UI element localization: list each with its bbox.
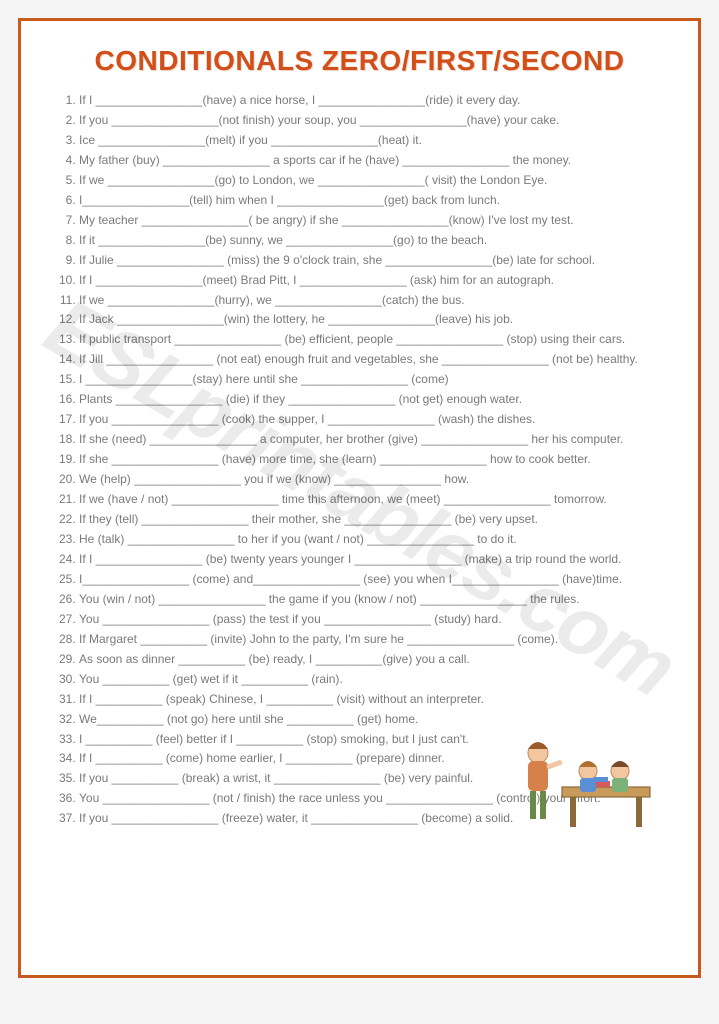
exercise-item: I ________________(stay) here until she …: [79, 370, 670, 389]
exercise-item: Plants ________________ (die) if they __…: [79, 390, 670, 409]
exercise-item: If Margaret __________ (invite) John to …: [79, 630, 670, 649]
exercise-item: If we (have / not) ________________ time…: [79, 490, 670, 509]
exercise-item: If public transport ________________ (be…: [79, 330, 670, 349]
exercise-item: I________________(tell) him when I _____…: [79, 191, 670, 210]
exercise-item: If I ________________(have) a nice horse…: [79, 91, 670, 110]
exercise-item: If she ________________ (have) more time…: [79, 450, 670, 469]
exercise-item: I________________ (come) and____________…: [79, 570, 670, 589]
exercise-item: If we ________________(go) to London, we…: [79, 171, 670, 190]
exercise-item: As soon as dinner __________ (be) ready,…: [79, 650, 670, 669]
page-title: CONDITIONALS ZERO/FIRST/SECOND: [49, 45, 670, 77]
exercise-item: You __________ (get) wet if it _________…: [79, 670, 670, 689]
exercise-item: My teacher ________________( be angry) i…: [79, 211, 670, 230]
exercise-item: If it ________________(be) sunny, we ___…: [79, 231, 670, 250]
exercise-item: If you ________________ (freeze) water, …: [79, 809, 670, 828]
exercise-item: If you ________________(not finish) your…: [79, 111, 670, 130]
exercise-item: If you ________________ (cook) the suppe…: [79, 410, 670, 429]
exercise-item: My father (buy) ________________ a sport…: [79, 151, 670, 170]
exercise-item: We (help) ________________ you if we (kn…: [79, 470, 670, 489]
exercise-item: If we ________________(hurry), we ______…: [79, 291, 670, 310]
exercise-item: I __________ (feel) better if I ________…: [79, 730, 670, 749]
exercise-item: You ________________ (not / finish) the …: [79, 789, 670, 808]
worksheet-page: ESLprintables.com CONDITIONALS ZERO/FIRS…: [18, 18, 701, 978]
exercise-item: He (talk) ________________ to her if you…: [79, 530, 670, 549]
exercise-list: If I ________________(have) a nice horse…: [65, 91, 670, 828]
exercise-item: If you __________ (break) a wrist, it __…: [79, 769, 670, 788]
exercise-item: If she (need) ________________ a compute…: [79, 430, 670, 449]
exercise-item: If I ________________ (be) twenty years …: [79, 550, 670, 569]
exercise-item: Ice ________________(melt) if you ______…: [79, 131, 670, 150]
exercise-item: You (win / not) ________________ the gam…: [79, 590, 670, 609]
exercise-item: If I __________ (come) home earlier, I _…: [79, 749, 670, 768]
exercise-item: If I ________________(meet) Brad Pitt, I…: [79, 271, 670, 290]
exercise-item: If Jack ________________(win) the lotter…: [79, 310, 670, 329]
exercise-item: You ________________ (pass) the test if …: [79, 610, 670, 629]
exercise-item: If I __________ (speak) Chinese, I _____…: [79, 690, 670, 709]
exercise-item: If they (tell) ________________ their mo…: [79, 510, 670, 529]
exercise-item: We__________ (not go) here until she ___…: [79, 710, 670, 729]
exercise-item: If Jill ________________ (not eat) enoug…: [79, 350, 670, 369]
exercise-item: If Julie ________________ (miss) the 9 o…: [79, 251, 670, 270]
